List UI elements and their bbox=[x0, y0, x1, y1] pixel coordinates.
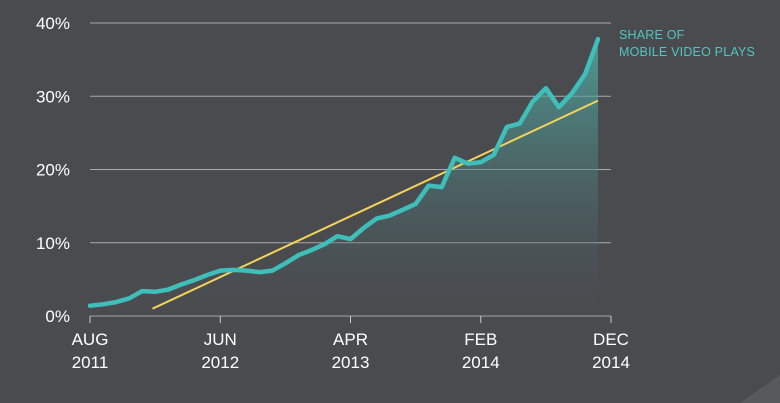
data-point bbox=[467, 163, 468, 164]
x-tick-label-year: 2014 bbox=[462, 353, 500, 372]
x-tick-label-month: JUN bbox=[204, 330, 237, 349]
x-tick-label-month: APR bbox=[333, 330, 368, 349]
data-point bbox=[285, 263, 286, 264]
data-point bbox=[532, 101, 533, 102]
data-point bbox=[584, 74, 585, 75]
data-point bbox=[571, 93, 572, 94]
data-point bbox=[454, 157, 455, 158]
x-tick-label-month: FEB bbox=[464, 330, 497, 349]
data-point bbox=[350, 239, 351, 240]
corner-fold-decoration bbox=[740, 375, 780, 403]
data-point bbox=[259, 272, 260, 273]
y-tick-label: 40% bbox=[36, 14, 70, 33]
series-line bbox=[87, 36, 601, 308]
data-point bbox=[233, 269, 234, 270]
y-tick-label: 20% bbox=[36, 161, 70, 180]
x-axis-tick-labels: AUG 2011 JUN 2012 APR 2013 FEB 2014 DEC 2014 bbox=[72, 330, 630, 372]
data-point bbox=[545, 88, 546, 89]
data-point bbox=[220, 270, 221, 271]
data-point bbox=[337, 236, 338, 237]
data-point bbox=[168, 289, 169, 290]
y-tick-label: 30% bbox=[36, 87, 70, 106]
data-point bbox=[493, 154, 494, 155]
data-point bbox=[142, 291, 143, 292]
x-tick-label-year: 2013 bbox=[332, 353, 370, 372]
data-point bbox=[89, 305, 90, 306]
data-point bbox=[207, 274, 208, 275]
data-point bbox=[558, 107, 559, 108]
x-tick-label-year: 2011 bbox=[72, 353, 109, 372]
series-area-fill bbox=[90, 39, 598, 316]
data-point bbox=[441, 187, 442, 188]
trend-line bbox=[152, 99, 599, 310]
data-point bbox=[194, 280, 195, 281]
x-tick-label-year: 2012 bbox=[201, 353, 239, 372]
data-point bbox=[324, 244, 325, 245]
data-point bbox=[129, 298, 130, 299]
x-tick-label-month: AUG bbox=[72, 330, 109, 349]
data-point bbox=[246, 270, 247, 271]
x-tick-label-year: 2014 bbox=[592, 353, 630, 372]
series-annotation: SHARE OF MOBILE VIDEO PLAYS bbox=[619, 28, 755, 59]
data-point bbox=[597, 39, 598, 40]
y-tick-label: 10% bbox=[36, 234, 70, 253]
data-point bbox=[298, 255, 299, 256]
data-point bbox=[311, 250, 312, 251]
annotation-line-2: MOBILE VIDEO PLAYS bbox=[619, 45, 755, 59]
data-point bbox=[115, 302, 116, 303]
y-axis-tick-labels: 0% 10% 20% 30% 40% bbox=[36, 14, 70, 326]
data-point bbox=[102, 304, 103, 305]
data-point bbox=[519, 123, 520, 124]
data-point bbox=[415, 203, 416, 204]
x-tick-label-month: DEC bbox=[593, 330, 629, 349]
data-point bbox=[155, 291, 156, 292]
data-point bbox=[402, 209, 403, 210]
data-point bbox=[363, 228, 364, 229]
data-point bbox=[389, 215, 390, 216]
data-point bbox=[272, 270, 273, 271]
data-point bbox=[376, 218, 377, 219]
y-tick-label: 0% bbox=[45, 307, 70, 326]
data-point bbox=[181, 284, 182, 285]
data-point bbox=[480, 162, 481, 163]
data-point bbox=[506, 126, 507, 127]
data-point bbox=[428, 185, 429, 186]
plot-area bbox=[87, 36, 601, 316]
annotation-line-1: SHARE OF bbox=[619, 28, 685, 42]
